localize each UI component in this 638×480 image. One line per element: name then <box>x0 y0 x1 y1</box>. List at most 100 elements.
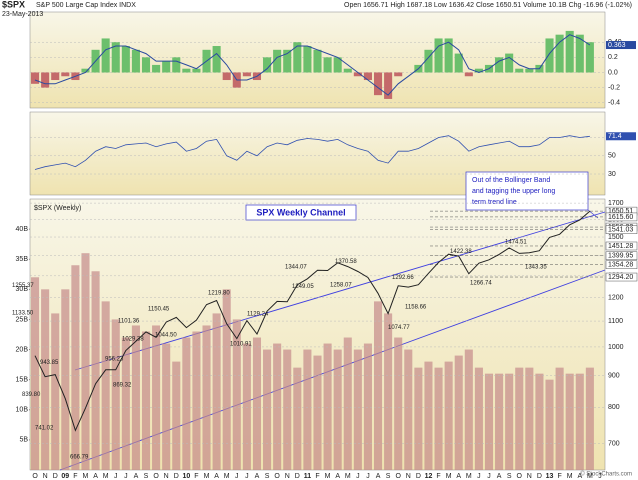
x-tick-label: M <box>83 473 89 480</box>
macd-bar <box>555 34 564 73</box>
volume-bar <box>81 253 90 470</box>
volume-bar <box>575 373 584 470</box>
volume-bar <box>373 301 383 470</box>
macd-bar <box>545 38 554 73</box>
volume-bar <box>192 331 201 470</box>
macd-bar <box>585 42 594 73</box>
x-tick-label: J <box>366 473 370 480</box>
channel-lower <box>59 269 606 471</box>
macd-bar <box>363 72 372 81</box>
symbol: $SPX <box>2 0 25 9</box>
volume-bar <box>252 337 262 470</box>
tick-label: 800 <box>608 404 620 411</box>
value-marker-label: 0.363 <box>608 42 626 49</box>
macd-bar <box>474 68 483 73</box>
level-box <box>605 225 638 234</box>
x-tick-label: J <box>477 473 481 480</box>
volume-bar <box>585 367 594 470</box>
volume-bar <box>555 367 564 470</box>
macd-bar <box>273 49 282 73</box>
volume-bar <box>343 337 352 470</box>
macd-bar <box>152 64 161 73</box>
level-box <box>605 241 638 251</box>
volume-bar <box>454 355 463 470</box>
x-tick-label: F <box>73 473 77 480</box>
x-tick-label: N <box>285 473 290 480</box>
volume-bar <box>384 313 393 470</box>
price-annotation: 1150.45 <box>148 307 170 313</box>
macd-bar <box>131 49 140 73</box>
macd-bar <box>162 61 171 73</box>
volume-bar <box>172 361 181 470</box>
price-annotation: 1258.07 <box>330 282 352 288</box>
tick-label: 30 <box>608 171 616 178</box>
x-tick-label: A <box>376 473 381 480</box>
macd-bar <box>505 53 514 73</box>
volume-bar <box>525 367 534 470</box>
price-annotation: 1158.66 <box>405 305 427 311</box>
volume-bar <box>222 289 231 470</box>
volume-tick-label: 20B <box>16 346 29 353</box>
macd-bar <box>51 72 60 81</box>
macd-bar <box>454 53 463 73</box>
macd-bar <box>41 72 50 88</box>
macd-bar <box>101 38 110 73</box>
x-tick-label: M <box>224 473 230 480</box>
macd-bar <box>444 38 453 73</box>
volume-bar <box>414 367 423 470</box>
x-tick-label: J <box>124 473 128 480</box>
value-marker <box>606 41 636 50</box>
price-annotation: 1044.50 <box>155 333 177 339</box>
level-box <box>605 260 638 269</box>
x-tick-label: J <box>235 473 239 480</box>
volume-tick-label: 30B <box>16 286 29 293</box>
volume-bar <box>263 349 272 470</box>
x-tick-label: M <box>587 473 593 480</box>
volume-bar <box>242 343 251 470</box>
volume-bar <box>303 349 312 470</box>
tick-label: -0.4 <box>608 100 620 107</box>
x-tick-label: 13 <box>546 473 554 480</box>
x-tick-label: M <box>345 473 351 480</box>
macd-bar <box>242 72 251 77</box>
volume-bar <box>283 349 292 470</box>
macd-bar <box>263 57 272 73</box>
level-label: 1294.20 <box>608 274 633 281</box>
volume-tick-label: 5B <box>19 437 28 444</box>
macd-bar <box>565 30 574 73</box>
price-annotation: 1370.58 <box>335 259 357 265</box>
tick-label: 700 <box>608 440 620 447</box>
volume-tick-label: 35B <box>16 256 29 263</box>
volume-bar <box>363 343 372 470</box>
price-annotation: 869.32 <box>113 382 132 388</box>
macd-bar <box>575 34 584 73</box>
volume-bar <box>51 313 60 470</box>
channel-label-box <box>245 204 357 221</box>
volume-bar <box>293 367 302 470</box>
volume-bar <box>353 349 362 470</box>
macd-bar <box>333 57 342 73</box>
volume-tick-label: 40B <box>16 226 29 233</box>
price-annotation: 1219.80 <box>208 291 230 297</box>
volume-bar <box>333 349 342 470</box>
level-label: 1451.28 <box>608 243 633 250</box>
macd-bar <box>384 72 393 99</box>
channel-label: SPX Weekly Channel <box>256 207 345 217</box>
callout-box <box>465 171 589 211</box>
volume-bar <box>434 367 443 470</box>
price-annotation: 943.85 <box>40 360 59 366</box>
volume-tick-label: 15B <box>16 377 29 384</box>
x-tick-label: O <box>32 473 38 480</box>
level-label: 1541.03 <box>608 227 633 234</box>
date: 23-May-2013 <box>2 11 43 18</box>
price-annotation: 1266.74 <box>470 280 492 286</box>
macd-line <box>34 34 591 96</box>
macd-bar <box>293 42 302 73</box>
volume-bar <box>152 325 161 470</box>
callout-line: Out of the Bollinger Band <box>472 177 550 184</box>
tick-label: 1100 <box>608 318 623 325</box>
macd-bar <box>323 57 332 73</box>
x-tick-label: M <box>446 473 452 480</box>
tick-label: 0.2 <box>608 54 618 61</box>
volume-bar <box>212 313 221 470</box>
